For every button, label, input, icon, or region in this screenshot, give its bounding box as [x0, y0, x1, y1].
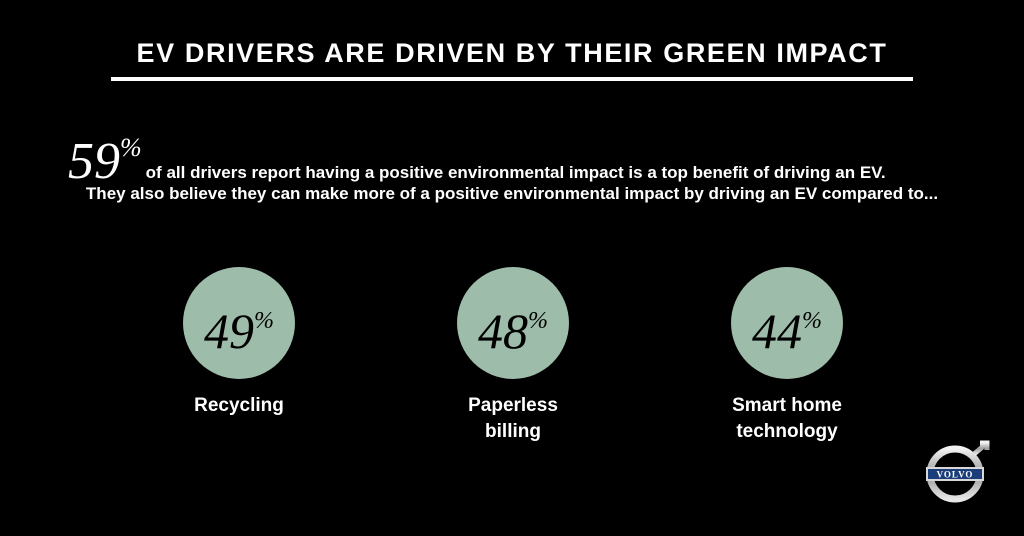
page-title: EV DRIVERS ARE DRIVEN BY THEIR GREEN IMP… — [136, 38, 888, 68]
stat-circle: 48% — [457, 267, 569, 379]
stat-label-line2: technology — [736, 421, 838, 442]
headline: 59%of all drivers report having a positi… — [68, 122, 1008, 188]
stat-label-line1: Smart home — [732, 395, 842, 416]
logo-text: VOLVO — [937, 470, 974, 480]
stat-value: 48% — [457, 291, 569, 361]
stat-label: Paperless billing — [403, 393, 623, 445]
stat-smart-home: 44% Smart home technology — [677, 267, 897, 445]
stat-label-line1: Recycling — [194, 395, 284, 416]
stat-label: Smart home technology — [677, 393, 897, 445]
stat-value: 49% — [183, 291, 295, 361]
volvo-iron-mark-icon: VOLVO — [926, 440, 990, 503]
stat-unit: % — [254, 308, 274, 334]
stat-circle: 44% — [731, 267, 843, 379]
stat-unit: % — [802, 308, 822, 334]
stat-number: 44 — [752, 303, 802, 359]
stat-recycling: 49% Recycling — [129, 267, 349, 419]
stat-value: 44% — [731, 291, 843, 361]
stat-number: 48 — [478, 303, 528, 359]
headline-text: of all drivers report having a positive … — [145, 163, 886, 182]
headline-stat-value: 59 — [68, 133, 120, 190]
title-underline — [111, 77, 913, 81]
stat-label-line2: billing — [485, 421, 541, 442]
stat-label: Recycling — [129, 393, 349, 419]
stat-paperless-billing: 48% Paperless billing — [403, 267, 623, 445]
stat-number: 49 — [204, 303, 254, 359]
stat-unit: % — [528, 308, 548, 334]
headline-stat-unit: % — [120, 133, 142, 162]
headline-stat: 59% — [68, 122, 142, 188]
volvo-logo: VOLVO — [922, 440, 992, 504]
stat-label-line1: Paperless — [468, 395, 558, 416]
stat-circle: 49% — [183, 267, 295, 379]
subheadline: They also believe they can make more of … — [85, 184, 939, 203]
